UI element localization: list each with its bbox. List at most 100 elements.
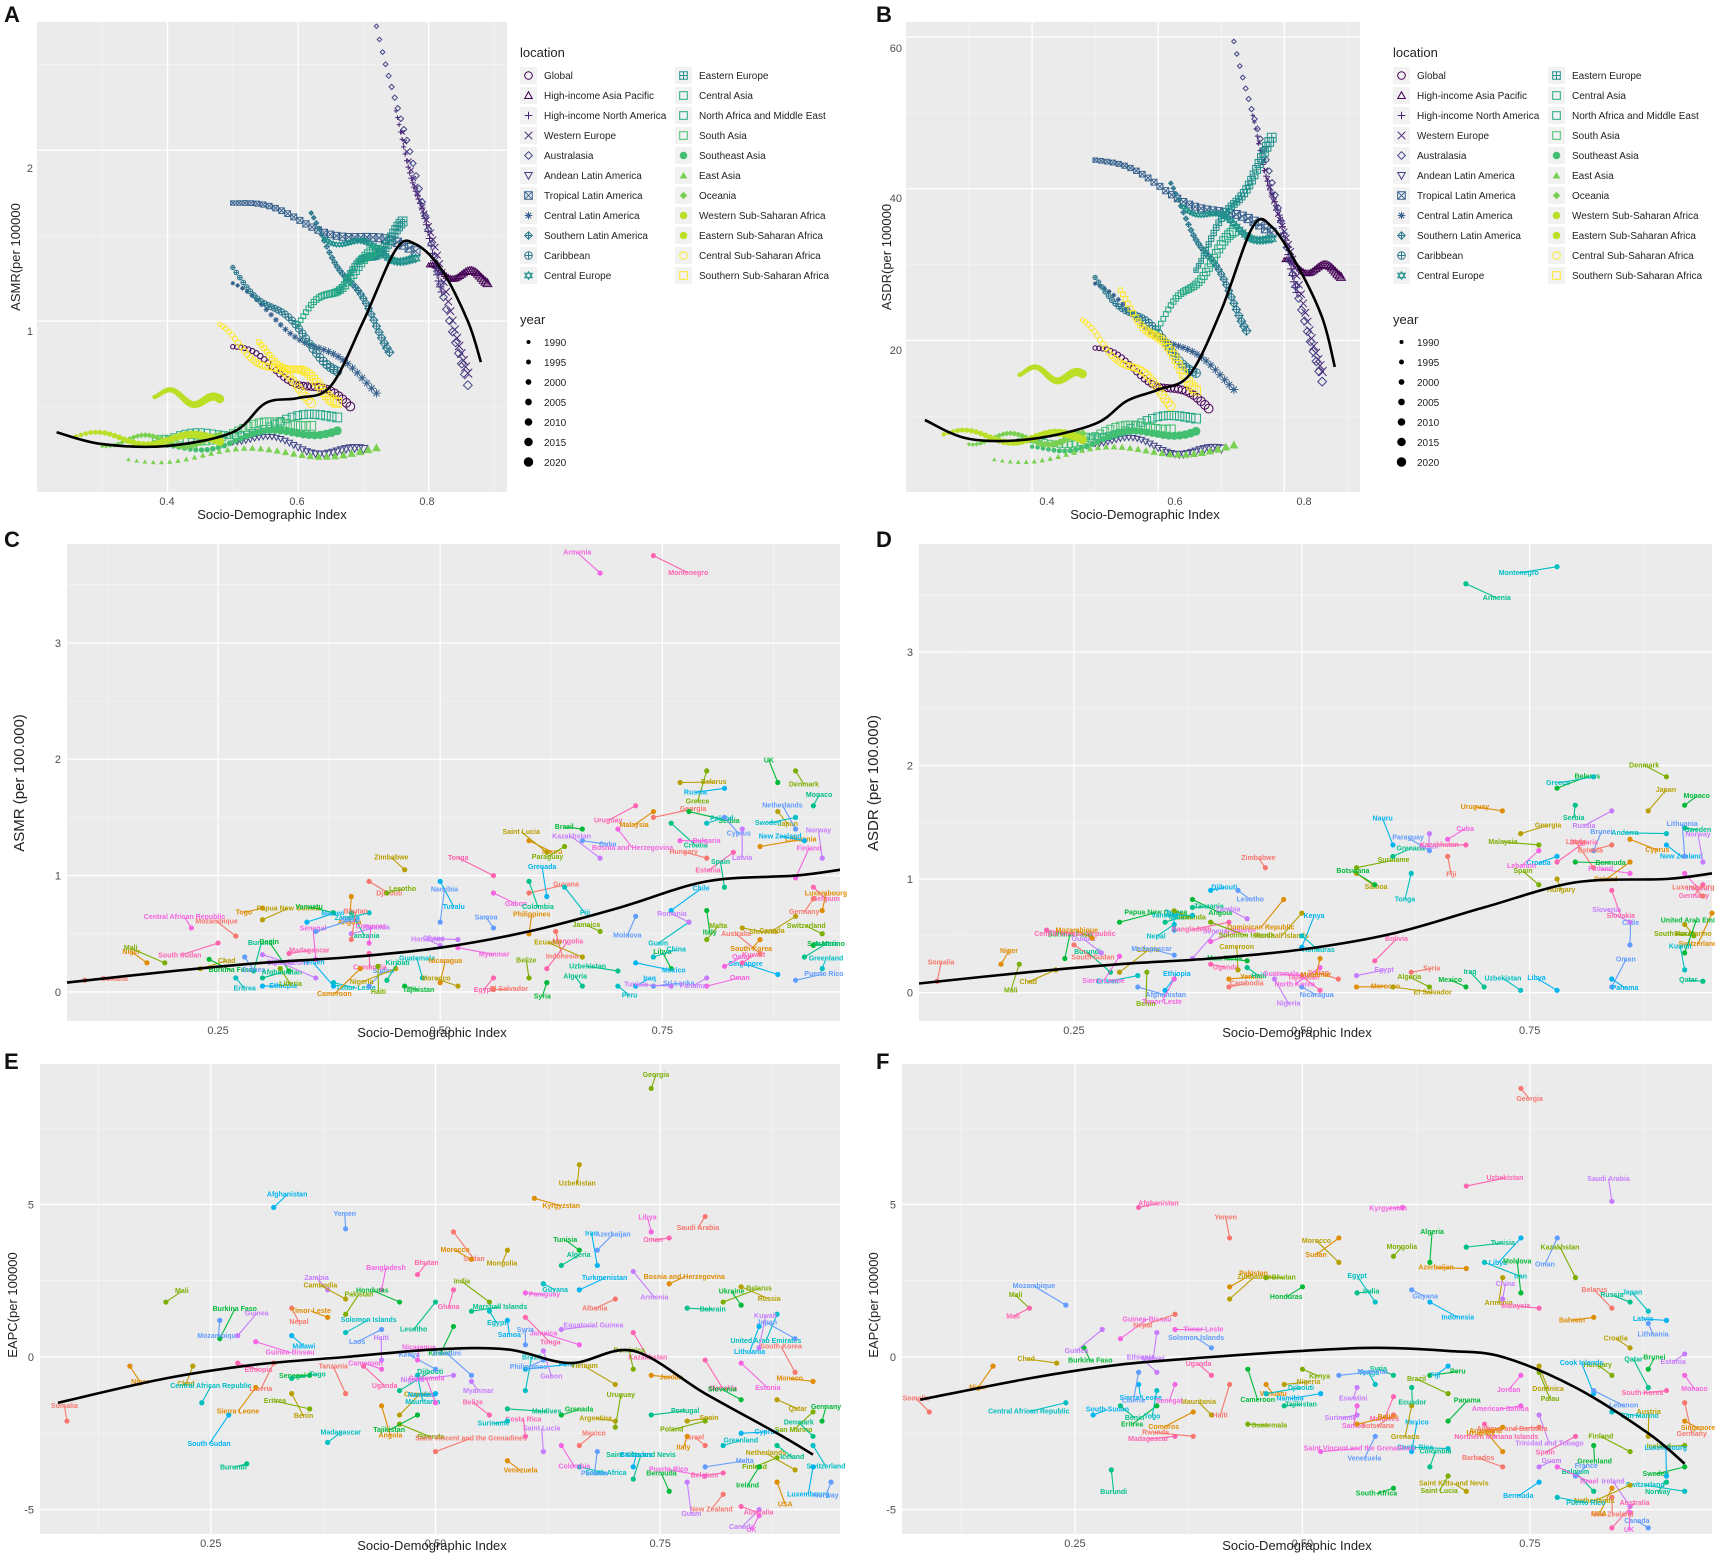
country-point-grenada: [1409, 1403, 1415, 1409]
country-label-new-zealand: New Zealand: [1591, 1511, 1634, 1518]
country-point-malawi: [1154, 1329, 1160, 1336]
data-point-tropical-latin-america: [1109, 159, 1116, 166]
country-point-niger: [998, 961, 1004, 967]
country-point-puerto-rico: [792, 977, 799, 983]
label-leader-kuwait: [758, 1316, 767, 1348]
data-point-east-asia: [273, 447, 281, 454]
country-label-madagascar: Madagascar: [1128, 1436, 1169, 1443]
country-label-barbados: Barbados: [620, 1452, 652, 1459]
country-point-belgium: [720, 1470, 726, 1476]
x-tick-label: 0.25: [1063, 1025, 1084, 1037]
legend-item-oceania: Oceania: [1548, 187, 1610, 204]
country-label-guinea: Guinea: [1072, 936, 1096, 943]
data-point-high-income-asia-pacific: [1326, 262, 1337, 272]
country-point-burundi: [1108, 1467, 1114, 1473]
data-point-australasia: [388, 83, 395, 91]
country-point-haiti: [1244, 965, 1250, 971]
country-point-jordan: [648, 1372, 654, 1378]
label-leader-dominica: [628, 1350, 634, 1370]
country-point-peru: [615, 983, 621, 989]
data-point-western-europe: [402, 139, 408, 145]
data-point-australasia: [462, 380, 473, 391]
label-leader-cambodia: [320, 1284, 346, 1300]
country-point-azerbaijan: [594, 1247, 600, 1253]
country-label-greece: Greece: [686, 799, 710, 806]
label-leader-israel: [1557, 1466, 1590, 1482]
country-point-norway: [1663, 1479, 1670, 1485]
country-label-samoa: Samoa: [475, 914, 498, 921]
country-point-lithuania: [756, 1323, 762, 1330]
legend-year-symbol: [523, 457, 534, 467]
data-point-western-europe: [452, 333, 462, 343]
label-leader-burundi: [1087, 951, 1111, 973]
label-leader-nepal: [291, 1307, 300, 1323]
country-label-algeria: Algeria: [567, 1252, 591, 1259]
country-point-honduras: [1299, 933, 1305, 939]
country-point-panama: [1609, 976, 1615, 982]
label-leader-burkina-faso: [219, 1308, 236, 1339]
label-leader-indonesia: [555, 931, 563, 957]
label-leader-south-sudan: [208, 1414, 230, 1445]
country-label-guatemala: Guatemala: [1263, 971, 1299, 978]
country-label-finland: Finland: [797, 845, 822, 852]
label-leader-nigeria: [1274, 978, 1290, 1004]
country-label-belize: Belize: [516, 957, 536, 964]
country-point-italy: [704, 907, 710, 914]
data-point-australasia: [1276, 216, 1286, 226]
country-label-libya: Libya: [1527, 975, 1545, 982]
data-point-high-income-north-america: [1254, 133, 1260, 139]
label-leader-oman: [1544, 1237, 1558, 1265]
country-point-angola: [378, 1403, 385, 1409]
data-point-caribbean: [230, 264, 236, 271]
country-label-china: China: [1496, 1281, 1516, 1288]
country-point-guinea-bissau: [253, 1339, 259, 1345]
label-leader-djibouti: [399, 1371, 431, 1392]
country-label-gabon: Gabon: [505, 901, 527, 908]
data-point-oceania: [153, 434, 161, 441]
label-leader-benin: [291, 1393, 305, 1417]
data-point-australasia: [1294, 293, 1304, 304]
country-point-poland: [704, 820, 710, 826]
country-label-saint-kitts-and-nevis: Saint Kitts and Nevis: [606, 1452, 676, 1459]
country-point-burkina-faso: [1081, 1345, 1087, 1351]
legend-symbol: [524, 71, 533, 80]
country-label-mali: Mali: [1004, 987, 1018, 994]
legend-label: Oceania: [1572, 191, 1610, 202]
country-point-ethiopia: [259, 983, 266, 989]
legend-key: [520, 167, 537, 184]
country-point-malta: [704, 936, 710, 943]
country-point-honduras: [396, 1299, 403, 1305]
data-point-east-asia: [999, 458, 1005, 463]
data-point-central-asia: [1219, 236, 1229, 246]
country-label-chad: Chad: [177, 1381, 195, 1388]
country-label-honduras: Honduras: [1270, 1294, 1303, 1301]
country-label-egypt: Egypt: [1347, 1273, 1367, 1280]
label-leader-monaco: [1684, 1374, 1695, 1390]
data-point-east-asia: [257, 445, 265, 452]
label-leader-central-african-republic: [201, 1385, 212, 1404]
country-label-rwanda: Rwanda: [363, 924, 390, 931]
label-leader-eritrea: [1107, 975, 1138, 983]
country-label-estonia: Estonia: [1578, 848, 1603, 855]
country-point-new-zealand: [1609, 1494, 1615, 1500]
country-point-south-korea: [757, 936, 763, 943]
data-point-eastern-sub-saharan-africa: [135, 440, 142, 447]
country-point-oman: [666, 1235, 672, 1241]
country-label-nepal: Nepal: [1133, 1323, 1152, 1330]
legend-key: [675, 247, 692, 264]
label-leader-slovakia: [704, 1359, 724, 1390]
country-point-liberia: [277, 966, 283, 972]
label-leader-slovenia: [721, 1388, 742, 1401]
country-point-spain: [684, 1418, 690, 1424]
country-point-bosnia-and-herzegovina: [615, 826, 621, 832]
label-leader-el-salvador: [1392, 986, 1433, 994]
legend-year-label: 2000: [1417, 378, 1440, 389]
country-label-benin: Benin: [294, 1413, 313, 1420]
country-point-burkina-faso: [217, 1336, 223, 1342]
country-label-russia: Russia: [1573, 823, 1596, 830]
label-leader-turkmenistan: [579, 1277, 605, 1291]
data-point-southern-latin-america: [1187, 226, 1195, 234]
country-label-comoros: Comoros: [1148, 1424, 1179, 1431]
data-point-australasia: [456, 358, 467, 369]
data-point-central-latin-america: [1111, 292, 1117, 298]
